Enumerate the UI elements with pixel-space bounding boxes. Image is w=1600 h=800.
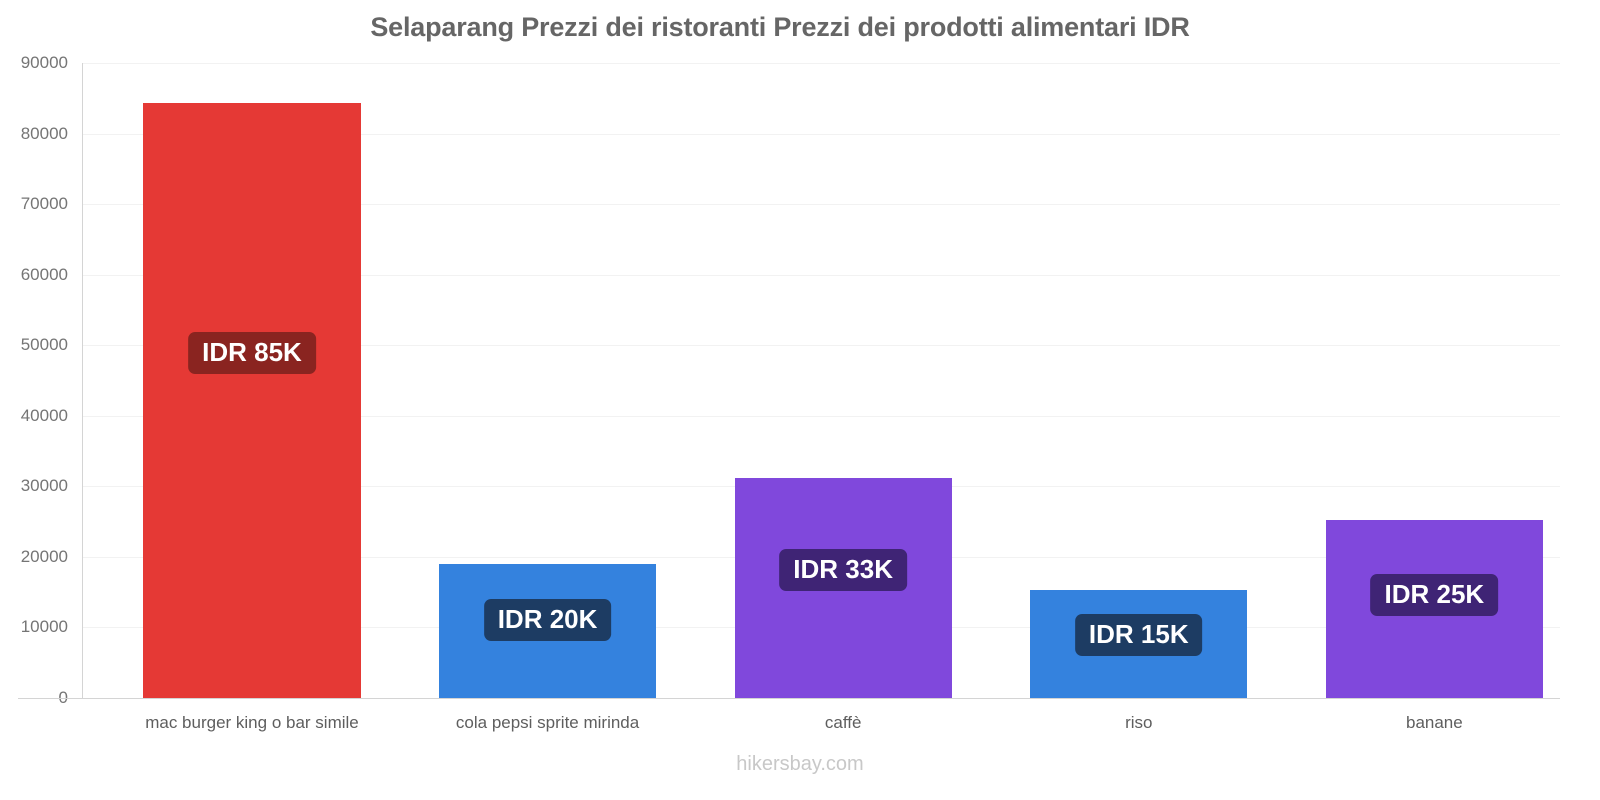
y-axis-tick-label: 10000: [20, 617, 68, 637]
y-axis-tick-label: 90000: [20, 53, 68, 72]
y-axis-tick-labels: 0 10000 20000 30000 40000 50000 60000 70000 8000…: [0, 53, 1600, 707]
bar-value-label: IDR 85K: [188, 332, 316, 375]
y-axis-line: [82, 63, 83, 698]
gridline: [82, 274, 1560, 276]
x-axis-tick-label: mac burger king o bar simile: [145, 713, 359, 732]
bar-value-label: IDR 33K: [779, 549, 908, 592]
bar-value-label: IDR 15K: [1074, 614, 1203, 657]
plot-area: [82, 63, 1560, 698]
gridline: [82, 63, 1560, 64]
gridline: [82, 204, 1560, 206]
chart-title: Selaparang Prezzi dei ristoranti Prezzi …: [370, 12, 1190, 42]
gridline: [82, 415, 1560, 417]
y-axis-tick-label: 0: [0, 688, 68, 708]
y-axis-tick-label: 50000: [20, 335, 68, 355]
y-axis-tick-label: 40000: [20, 405, 68, 425]
y-axis-tick-label: 30000: [20, 476, 68, 496]
bar[interactable]: [143, 103, 361, 698]
y-axis-tick-label: 80000: [20, 123, 68, 143]
x-axis-tick-label: riso: [1125, 713, 1153, 732]
x-axis-tick-label: cola pepsi sprite mirinda: [455, 713, 640, 732]
bar-series: [82, 63, 1560, 698]
gridline: [82, 133, 1560, 135]
x-axis-tick-label: caffè: [824, 713, 862, 732]
x-axis-line: [18, 698, 1560, 699]
y-axis-tick-label: 20000: [20, 546, 68, 566]
x-axis-tick-label: banane: [1405, 713, 1463, 732]
y-axis-tick-label: 60000: [20, 264, 68, 284]
footer-credit: hikersbay.com: [736, 753, 864, 775]
bar-value-label: IDR 20K: [483, 599, 612, 642]
bar-value-label: IDR 25K: [1370, 573, 1499, 616]
gridline: [82, 345, 1560, 347]
y-axis-tick-label: 70000: [20, 194, 68, 214]
